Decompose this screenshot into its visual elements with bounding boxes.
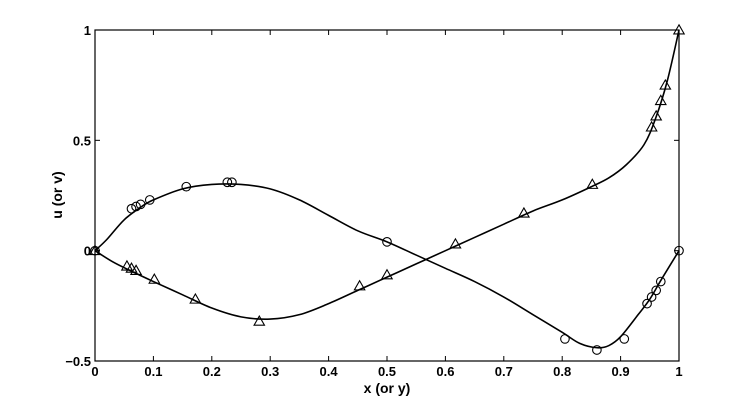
series-markers: [88, 23, 686, 355]
circle-data-point: [227, 177, 237, 188]
circle-data-point: [619, 334, 630, 344]
series-circle-curve: [94, 183, 680, 349]
x-tick-label: 0.8: [553, 364, 571, 379]
circle-data-point: [642, 298, 652, 309]
triangle-data-point: [586, 178, 599, 189]
y-tick-label: 0.5: [73, 133, 91, 148]
triangle-data-point: [654, 94, 667, 106]
triangle-data-point: [189, 292, 202, 304]
circle-data-point: [646, 292, 657, 302]
triangle-data-point: [517, 206, 531, 218]
circle-data-point: [382, 236, 392, 247]
axis-ticks: 0 0.1 0.2 0.3 0.4 0.5 0.6 0.7 0.8 0.9 1−0.500.51: [65, 23, 682, 379]
circle-data-point: [126, 203, 137, 214]
circle-data-point: [592, 345, 602, 355]
y-tick-label: 1: [84, 23, 91, 38]
triangle-data-point: [129, 264, 143, 275]
triangle-data-point: [380, 268, 394, 280]
circle-data-point: [560, 334, 570, 344]
triangle-data-point: [253, 314, 266, 326]
series-triangle-curve: [94, 29, 680, 320]
triangle-data-point: [645, 120, 658, 132]
x-tick-label: 0.3: [261, 364, 279, 379]
x-tick-label: 0.2: [203, 364, 221, 379]
y-axis-label: u (or v): [49, 171, 65, 218]
x-tick-label: 0.7: [495, 364, 513, 379]
circle-data-point: [181, 181, 192, 192]
circle-data-point: [651, 285, 662, 296]
x-tick-label: 1: [675, 364, 682, 379]
triangle-data-point: [353, 279, 366, 291]
x-tick-label: 0.5: [378, 364, 396, 379]
x-tick-label: 0.6: [436, 364, 454, 379]
triangle-data-point: [650, 109, 663, 121]
triangle-data-point: [449, 237, 462, 249]
x-axis-label: x (or y): [364, 380, 411, 396]
triangle-data-point: [148, 273, 161, 284]
circle-data-point: [131, 201, 141, 212]
x-tick-label: 0: [91, 364, 98, 379]
x-tick-label: 0.4: [320, 364, 339, 379]
plot-frame: [94, 29, 680, 362]
x-tick-label: 0.1: [144, 364, 162, 379]
circle-data-point: [144, 195, 155, 205]
y-tick-label: 0: [84, 244, 91, 259]
y-tick-label: −0.5: [65, 354, 91, 369]
triangle-data-point: [659, 78, 672, 90]
circle-data-point: [135, 199, 146, 210]
x-tick-label: 0.9: [612, 364, 630, 379]
circle-data-point: [655, 276, 666, 287]
series-curves: [94, 29, 680, 349]
circle-data-point: [222, 177, 233, 188]
